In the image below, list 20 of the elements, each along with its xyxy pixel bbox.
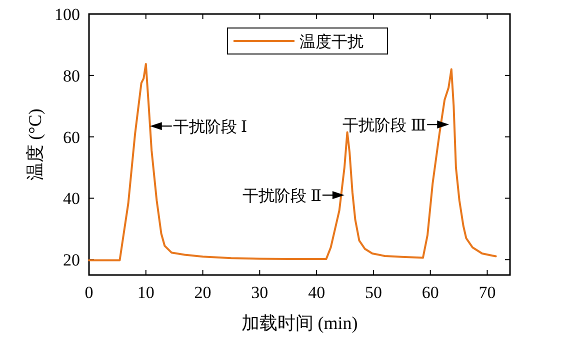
x-axis-title: 加载时间 (min) (241, 313, 358, 333)
annotation: 干扰阶段 Ⅲ (342, 116, 426, 135)
x-tick-label: 0 (84, 283, 94, 302)
x-tick-label: 50 (364, 283, 382, 302)
x-tick-label: 30 (251, 283, 268, 302)
x-tick-label: 60 (422, 283, 439, 302)
annotation: 干扰阶段 Ⅱ (242, 187, 322, 206)
x-tick-label: 20 (194, 283, 212, 302)
x-tick-label: 70 (478, 283, 496, 302)
y-tick-label: 60 (63, 128, 80, 147)
x-tick-label: 10 (137, 283, 154, 302)
y-tick-label: 20 (63, 250, 80, 270)
annotation: 干扰阶段 Ⅰ (172, 118, 248, 136)
y-axis-title: 温度 (°C) (25, 108, 45, 180)
legend: 温度干扰 (227, 28, 388, 54)
y-tick-label: 80 (63, 66, 80, 86)
legend-label: 温度干扰 (300, 33, 364, 51)
y-tick-label: 40 (63, 189, 80, 208)
x-tick-label: 40 (308, 283, 326, 302)
y-tick-label: 100 (54, 5, 80, 24)
